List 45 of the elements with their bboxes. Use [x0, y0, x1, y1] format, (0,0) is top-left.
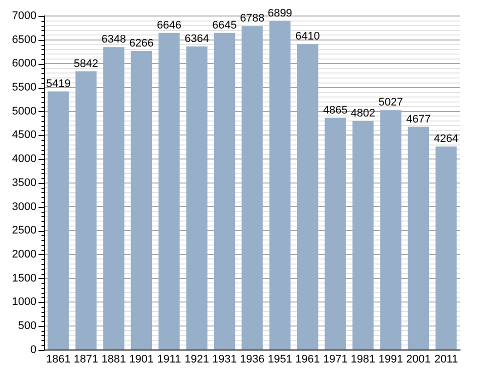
x-tick-label: 1961 [295, 353, 320, 366]
data-label: 6266 [129, 38, 154, 50]
y-tick-label: 3500 [12, 176, 36, 189]
data-label: 6364 [184, 32, 210, 45]
x-tick-label: 1901 [129, 353, 154, 366]
x-tick-label: 1981 [350, 353, 376, 366]
y-tick-label: 4500 [12, 129, 36, 142]
data-label: 5842 [74, 58, 98, 70]
y-tick-label: 2000 [12, 248, 36, 260]
y-tick-label: 5000 [12, 105, 36, 118]
data-label: 6899 [268, 7, 292, 20]
data-label: 5027 [378, 96, 403, 109]
x-tick-label: 1861 [46, 353, 71, 366]
y-tick-label: 2500 [12, 224, 36, 237]
y-tick-label: 1500 [12, 272, 36, 284]
y-tick-label: 500 [18, 320, 36, 332]
y-tick-label: 3000 [12, 200, 36, 213]
x-tick-label: 1931 [212, 353, 237, 366]
x-tick-label: 1921 [184, 353, 210, 366]
data-label: 4865 [323, 104, 348, 116]
data-label: 4264 [434, 133, 458, 145]
data-label: 4802 [350, 107, 376, 120]
y-tick-label: 4000 [12, 153, 36, 166]
data-label: 6645 [212, 19, 237, 32]
x-tick-label: 1871 [74, 353, 98, 366]
y-tick-label: 6500 [12, 34, 36, 46]
data-label: 6646 [156, 19, 182, 32]
x-tick-label: 1951 [268, 353, 292, 366]
y-tick-label: 0 [30, 344, 36, 356]
x-tick-label: 2011 [434, 353, 458, 366]
y-tick-label: 5500 [12, 82, 36, 94]
y-tick-label: 7000 [12, 10, 36, 22]
x-tick-label: 2001 [406, 353, 431, 366]
data-label: 6410 [295, 30, 320, 43]
data-label: 6348 [101, 34, 126, 46]
x-tick-label: 1971 [323, 353, 348, 366]
y-tick-label: 6000 [12, 58, 36, 70]
x-tick-label: 1881 [101, 353, 126, 366]
x-tick-label: 1911 [157, 353, 181, 366]
x-tick-label: 1936 [240, 353, 264, 366]
data-label: 6788 [240, 12, 264, 25]
data-label: 5419 [46, 78, 71, 90]
x-tick-label: 1991 [378, 353, 403, 366]
data-label: 4677 [406, 113, 431, 126]
y-tick-label: 1000 [12, 296, 36, 308]
